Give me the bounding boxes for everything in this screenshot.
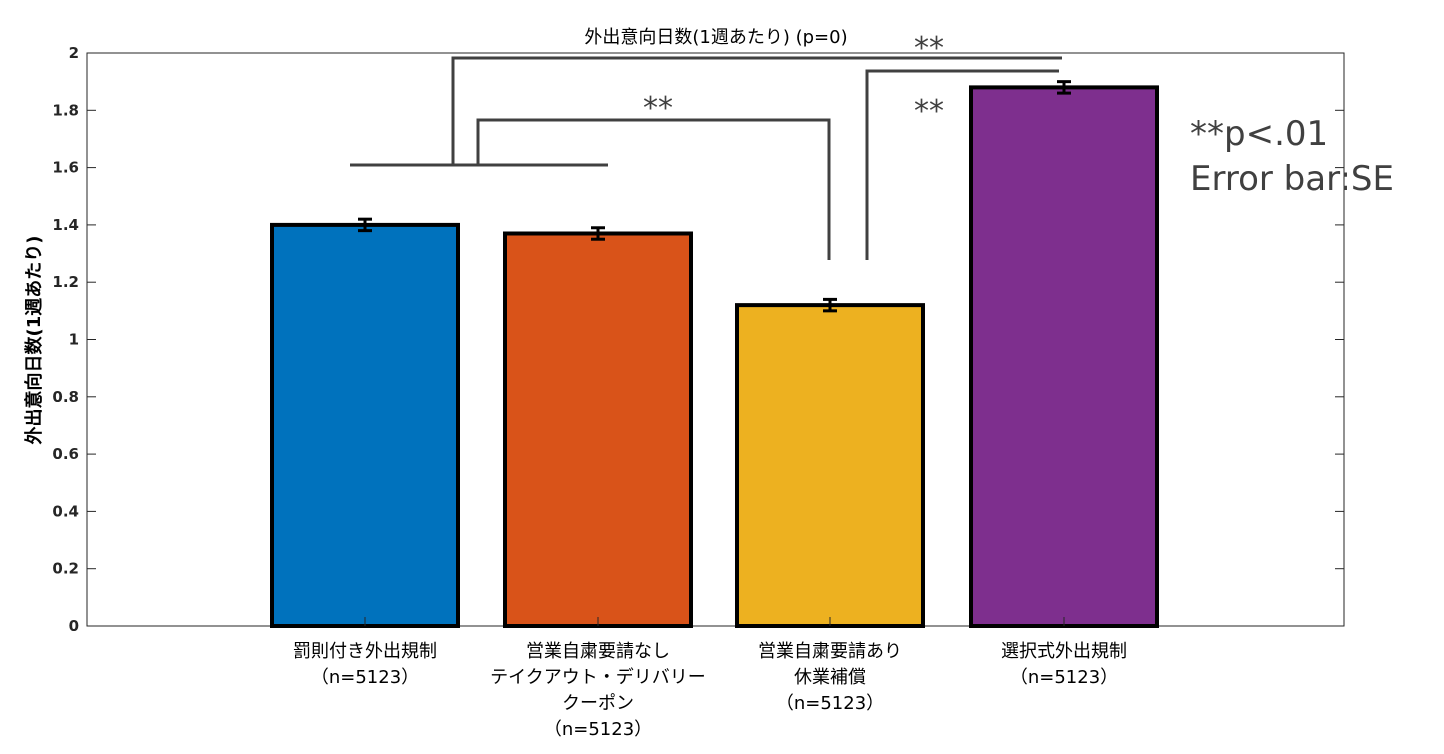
category-label: （n=5123） bbox=[544, 719, 652, 740]
y-tick-label: 0.4 bbox=[52, 502, 79, 520]
y-tick-label: 1.8 bbox=[52, 101, 79, 119]
category-label: 罰則付き外出規制 bbox=[293, 641, 437, 662]
category-label: 休業補償 bbox=[794, 667, 866, 688]
category-label: 営業自粛要請なし bbox=[526, 641, 670, 662]
bar bbox=[270, 222, 460, 628]
category-label: クーポン bbox=[562, 693, 634, 714]
y-tick-label: 1.2 bbox=[52, 273, 79, 291]
y-tick-label: 0.8 bbox=[52, 388, 79, 406]
y-tick-label: 1.4 bbox=[52, 216, 79, 234]
sig-star-bar3-bar4: ** bbox=[914, 94, 944, 129]
category-label: （n=5123） bbox=[1010, 667, 1118, 688]
x-axis-labels: 罰則付き外出規制 （n=5123） 営業自粛要請なしテイクアウト・デリバリークーポン… bbox=[293, 641, 1127, 740]
y-axis-label: 外出意向日数(1週あたり) bbox=[23, 236, 45, 445]
note-significance: **p<.01 bbox=[1190, 114, 1328, 154]
category-label: テイクアウト・デリバリー bbox=[490, 667, 706, 688]
bracket-group-bar3 bbox=[476, 118, 831, 260]
y-tick-label: 1 bbox=[69, 331, 79, 349]
bracket-group-bar4 bbox=[451, 56, 1062, 165]
y-tick-label: 0.6 bbox=[52, 445, 79, 463]
sig-star-group-bar3: ** bbox=[643, 91, 673, 126]
y-tick-label: 0.2 bbox=[52, 560, 79, 578]
significance-brackets: ** ** ** bbox=[350, 31, 1062, 260]
bracket-bar3-bar4 bbox=[865, 69, 1059, 260]
bar bbox=[503, 231, 693, 628]
bar bbox=[735, 303, 925, 628]
y-tick-label: 2 bbox=[69, 44, 79, 62]
category-label: （n=5123） bbox=[776, 693, 884, 714]
bars bbox=[270, 85, 1159, 628]
category-label: 営業自粛要請あり bbox=[758, 641, 902, 662]
note-error-bar: Error bar:SE bbox=[1190, 159, 1394, 199]
y-tick-label: 0 bbox=[69, 617, 79, 635]
category-label: （n=5123） bbox=[311, 667, 419, 688]
sig-star-group-bar4: ** bbox=[914, 31, 944, 66]
bar bbox=[969, 85, 1159, 628]
error-bars bbox=[358, 80, 1071, 313]
y-tick-label: 1.6 bbox=[52, 159, 79, 177]
y-axis: 0 0.2 0.4 0.6 0.8 1 1.2 1.4 1.6 1.8 2 bbox=[52, 44, 1344, 635]
category-label: 選択式外出規制 bbox=[1001, 641, 1127, 662]
chart-title: 外出意向日数(1週あたり) (p=0) bbox=[584, 27, 847, 48]
